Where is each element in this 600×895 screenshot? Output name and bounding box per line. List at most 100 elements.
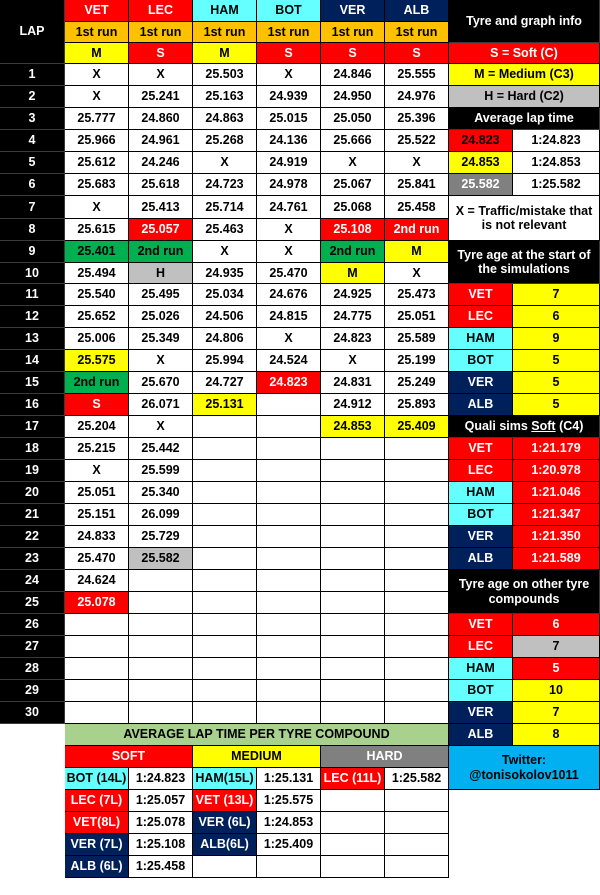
lap-time-cell: 25.442 [129,438,193,460]
lap-number: 7 [0,196,65,219]
lap-time-cell [321,482,385,504]
lap-time-cell: 26.071 [129,394,193,416]
start-tyre: S [321,43,385,64]
lap-time-cell [257,570,321,592]
lap-time-cell: 24.863 [193,108,257,130]
lap-time-cell [321,636,385,658]
lap-time-cell [321,504,385,526]
driver-header-vet: VET [65,0,129,22]
lap-number: 28 [0,658,65,680]
lap-time-cell: X [129,350,193,372]
lap-time-cell: 25.540 [65,284,129,306]
quali-time: 1:21.179 [513,438,600,460]
compound-time: 1:24.823 [129,768,193,790]
lap-number: 24 [0,570,65,592]
lap-time-cell: 25.683 [65,174,129,196]
quali-time: 1:21.347 [513,504,600,526]
lap-time-cell [321,526,385,548]
lap-time-cell [193,636,257,658]
legend-medium: M = Medium (C3) [449,64,600,86]
lap-time-cell [193,438,257,460]
lap-time-cell: 24.833 [65,526,129,548]
lap-time-cell [385,614,449,636]
compound-driver: ALB(6L) [193,834,257,856]
lap-time-cell [257,636,321,658]
lap-number: 15 [0,372,65,394]
start-tyre: S [385,43,449,64]
lap-number: 9 [0,241,65,263]
lap-time-cell: 25.413 [129,196,193,219]
lap-time-cell [385,570,449,592]
lap-time-cell: 25.966 [65,130,129,152]
empty-cell [385,834,449,856]
lap-time-cell: 24.846 [321,64,385,86]
lap-time-cell: 25.131 [193,394,257,416]
lap-time-cell: 24.775 [321,306,385,328]
lap-time-cell: 25.051 [65,482,129,504]
age-value: 9 [513,328,600,350]
driver-header-ham: HAM [193,0,257,22]
compound-driver: VET(8L) [65,812,129,834]
quali-driver: HAM [449,482,513,504]
lap-time-cell [193,504,257,526]
lap-time-cell: 25.349 [129,328,193,350]
compound-time: 1:25.078 [129,812,193,834]
lap-time-cell: 24.919 [257,152,321,174]
run-label: 1st run [257,22,321,43]
lap-time-cell: 25.057 [129,219,193,241]
lap-time-cell: 24.761 [257,196,321,219]
lap-time-cell: X [65,196,129,219]
other-value: 8 [513,724,600,746]
lap-time-cell: S [65,394,129,416]
lap-time-cell: 25.582 [129,548,193,570]
note-x: X = Traffic/mistake that is not relevant [449,196,600,241]
compound-time: 1:25.582 [385,768,449,790]
lap-time-cell [65,702,129,724]
quali-driver: BOT [449,504,513,526]
lap-time-cell: 25.215 [65,438,129,460]
empty-cell [385,790,449,812]
lap-time-cell [385,658,449,680]
other-driver: BOT [449,680,513,702]
lap-time-cell [129,614,193,636]
lap-time-cell [321,680,385,702]
lap-time-cell [129,680,193,702]
lap-time-cell [385,504,449,526]
start-tyre: M [65,43,129,64]
lap-time-cell: 25.249 [385,372,449,394]
lap-time-cell [193,658,257,680]
lap-time-cell: 25.777 [65,108,129,130]
lap-time-cell [193,702,257,724]
lap-time-cell: 24.935 [193,263,257,284]
compound-driver: LEC (7L) [65,790,129,812]
lap-time-cell: 25.026 [129,306,193,328]
lap-time-cell [321,438,385,460]
other-value: 5 [513,658,600,680]
avg-swatch: 25.582 [449,174,513,196]
quali-driver: LEC [449,460,513,482]
lap-time-cell: 24.976 [385,86,449,108]
age-value: 5 [513,350,600,372]
lap-time-cell: X [257,219,321,241]
lap-time-cell: 25.068 [321,196,385,219]
hard-header: HARD [321,746,449,768]
lap-number: 10 [0,263,65,284]
lap-time-cell: 25.503 [193,64,257,86]
lap-number: 18 [0,438,65,460]
lap-time-cell: 25.589 [385,328,449,350]
lap-time-cell: 25.015 [257,108,321,130]
lap-time-cell [385,482,449,504]
lap-time-cell: 24.978 [257,174,321,196]
lap-number: 13 [0,328,65,350]
lap-time-cell: 25.458 [385,196,449,219]
lap-time-cell: X [385,152,449,174]
compound-time: 1:25.575 [257,790,321,812]
other-value: 7 [513,636,600,658]
age-driver: LEC [449,306,513,328]
lap-time-cell [257,438,321,460]
lap-time-cell: 25.714 [193,196,257,219]
lap-time-cell: 25.666 [321,130,385,152]
lap-time-cell: 24.860 [129,108,193,130]
age-driver: ALB [449,394,513,416]
lap-time-cell: 24.823 [257,372,321,394]
